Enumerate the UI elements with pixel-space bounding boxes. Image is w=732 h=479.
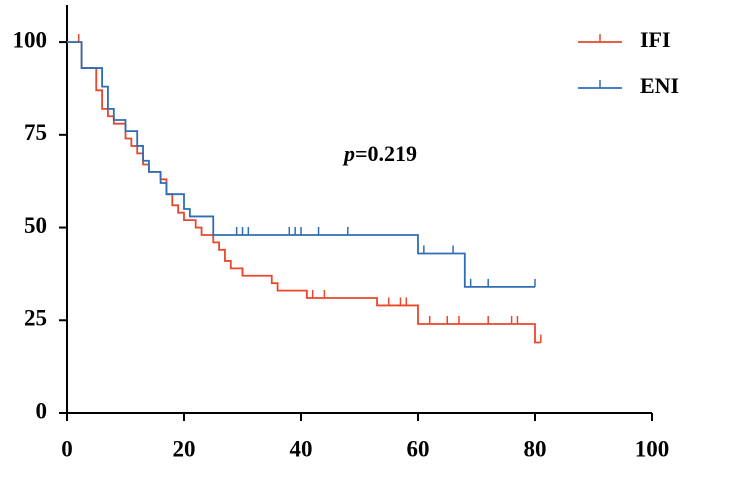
x-tick-label: 40	[290, 436, 313, 461]
x-tick-label: 20	[173, 436, 196, 461]
x-tick-label: 0	[61, 436, 73, 461]
annotation: p=0.219	[342, 141, 417, 166]
survival-line	[67, 41, 541, 344]
y-tick-label: 100	[13, 27, 48, 52]
legend-label: IFI	[640, 27, 671, 52]
x-tick-label: 60	[407, 436, 430, 461]
legend-label: ENI	[640, 73, 679, 98]
x-tick-label: 100	[635, 436, 670, 461]
y-tick-label: 0	[36, 398, 48, 423]
annotation-text: =0.219	[355, 141, 417, 166]
x-tick-label: 80	[524, 436, 547, 461]
y-tick-label: 75	[24, 120, 47, 145]
y-tick-label: 25	[24, 306, 47, 331]
y-tick-label: 50	[24, 213, 47, 238]
survival-line	[67, 41, 535, 288]
annotation-prefix: p	[342, 141, 355, 166]
